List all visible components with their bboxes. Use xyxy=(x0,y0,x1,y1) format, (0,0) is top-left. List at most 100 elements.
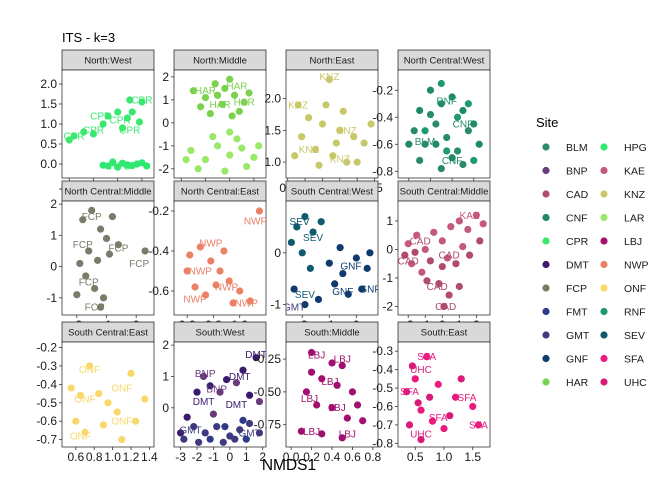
data-point-sev xyxy=(301,212,309,221)
data-point-gnf xyxy=(352,254,360,262)
point-label: GMT xyxy=(283,303,305,314)
data-point-gnf xyxy=(314,295,323,304)
data-point-knz xyxy=(343,158,351,166)
data-point-onf xyxy=(104,399,112,407)
facet-panel: North:West-1.0-0.50.00.50.00.51.01.52.0C… xyxy=(40,49,155,195)
data-point-sfa xyxy=(434,380,442,388)
y-tick-label: 1.5 xyxy=(264,123,281,137)
data-point-cad xyxy=(411,248,419,256)
point-label: SEV xyxy=(295,290,315,301)
point-label: CAD xyxy=(398,256,419,267)
data-point-lbj xyxy=(338,362,346,370)
strip-label: South:West xyxy=(196,328,245,339)
data-point-gnf xyxy=(363,264,371,272)
data-point-knz xyxy=(329,152,337,160)
y-tick-label: 2 xyxy=(162,338,169,352)
legend-key-gnf xyxy=(542,354,550,363)
data-point-fcp xyxy=(79,216,87,224)
point-label: CNF xyxy=(442,156,463,167)
legend-label: CNF xyxy=(566,213,588,225)
x-tick-label: 0.8 xyxy=(86,450,103,464)
panel-points: SFA UHC SFA SFA SFA UHC SFA xyxy=(400,352,488,444)
point-label: FCP xyxy=(85,303,105,314)
data-point-cad xyxy=(438,262,446,271)
data-point-cad xyxy=(423,277,431,285)
x-tick-label: 0.4 xyxy=(324,450,341,464)
legend-key-uhc xyxy=(600,378,608,386)
data-point-har xyxy=(228,112,236,120)
strip-label: South Central:West xyxy=(291,187,374,198)
point-label: UHC xyxy=(410,430,432,441)
data-point-cpr xyxy=(123,114,131,122)
data-point-blm xyxy=(459,160,467,169)
point-label: NWP xyxy=(183,295,207,306)
data-point-nwp xyxy=(255,207,264,215)
data-point-rnf xyxy=(453,113,462,121)
data-point-fcp xyxy=(73,291,81,299)
y-tick-label: 2 xyxy=(50,197,57,211)
data-point-gnf xyxy=(331,280,339,288)
x-axis-label: NMDS1 xyxy=(262,457,316,474)
x-tick-label: 0.8 xyxy=(365,450,382,464)
data-point-kae xyxy=(479,220,487,228)
data-point-lbj xyxy=(318,375,326,383)
legend-key-bnp xyxy=(542,166,550,175)
data-point-har xyxy=(230,91,239,99)
legend-label: FMT xyxy=(566,307,588,319)
legend-label: UHC xyxy=(624,377,647,389)
facet-panel: South Central:East 0.6 0.8 1.0 1.2 1.4 -0.2 -0.… xyxy=(36,321,158,464)
data-point-nwp xyxy=(191,283,199,291)
y-tick-label: -0.7 xyxy=(36,433,57,447)
point-label: NWP xyxy=(244,217,268,228)
y-tick-label: -0.4 xyxy=(148,244,169,258)
legend-key-dmt xyxy=(542,260,550,269)
facet-panel: North Central:East0.60.81.0-0.2-0.4-0.6N… xyxy=(148,180,268,332)
data-point-knz xyxy=(294,101,302,109)
data-point-cpr xyxy=(89,130,98,138)
data-point-uhc xyxy=(414,399,422,407)
data-point-cpr xyxy=(135,118,144,126)
data-point-cpr xyxy=(70,132,78,140)
data-point-fcp xyxy=(141,247,149,255)
data-point-onf xyxy=(141,395,149,403)
y-tick-label: -0.4 xyxy=(36,377,57,391)
legend-key-rnf xyxy=(600,307,608,316)
panel-points: HAR HAR HAR HAR xyxy=(182,75,263,175)
data-point-lar xyxy=(226,128,234,136)
legend-label: GNF xyxy=(566,354,588,366)
data-point-fcp xyxy=(114,241,122,249)
y-tick-label: -0.3 xyxy=(372,344,393,358)
legend-label: KAE xyxy=(624,166,645,178)
legend-key-onf xyxy=(600,284,608,292)
x-tick-label: -2 xyxy=(192,450,203,464)
legend-label: LAR xyxy=(624,213,645,225)
data-point-hpg xyxy=(128,162,136,170)
point-label: CAD xyxy=(427,282,448,293)
legend-label: HPG xyxy=(624,142,647,154)
data-point-nwp xyxy=(201,291,210,299)
data-point-knz xyxy=(339,107,347,115)
facet-panel: South Central:West-2-10-10SEVSEVGNFSEVGN… xyxy=(270,180,379,332)
point-label: SEV xyxy=(303,233,323,244)
data-point-uhc xyxy=(446,412,454,420)
legend-label: KNZ xyxy=(624,189,646,201)
data-point-knz xyxy=(325,75,333,84)
data-point-sfa xyxy=(411,375,419,383)
legend-label: SEV xyxy=(624,330,645,342)
data-point-lar xyxy=(201,156,210,164)
data-point-onf xyxy=(132,417,140,425)
data-point-har xyxy=(189,87,197,95)
data-point-dmt xyxy=(183,413,191,421)
data-point-lbj xyxy=(302,388,311,396)
point-label: ONF xyxy=(74,395,95,406)
legend-label: CAD xyxy=(566,189,589,201)
y-tick-label: -0.8 xyxy=(372,164,393,178)
data-point-gnf xyxy=(336,244,344,252)
data-point-cpr xyxy=(118,124,127,132)
data-point-knz xyxy=(353,158,361,166)
data-point-cnf xyxy=(470,120,478,128)
x-tick-label: 1.0 xyxy=(104,450,121,464)
legend-key-cad xyxy=(542,190,550,198)
data-point-knz xyxy=(318,120,327,128)
x-tick-label: -1 xyxy=(208,450,219,464)
